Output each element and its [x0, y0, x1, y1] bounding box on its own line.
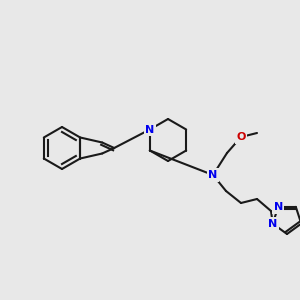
Text: O: O	[236, 132, 246, 142]
Text: N: N	[145, 124, 154, 134]
Text: N: N	[208, 170, 217, 180]
Text: N: N	[268, 219, 278, 229]
Text: N: N	[274, 202, 283, 212]
